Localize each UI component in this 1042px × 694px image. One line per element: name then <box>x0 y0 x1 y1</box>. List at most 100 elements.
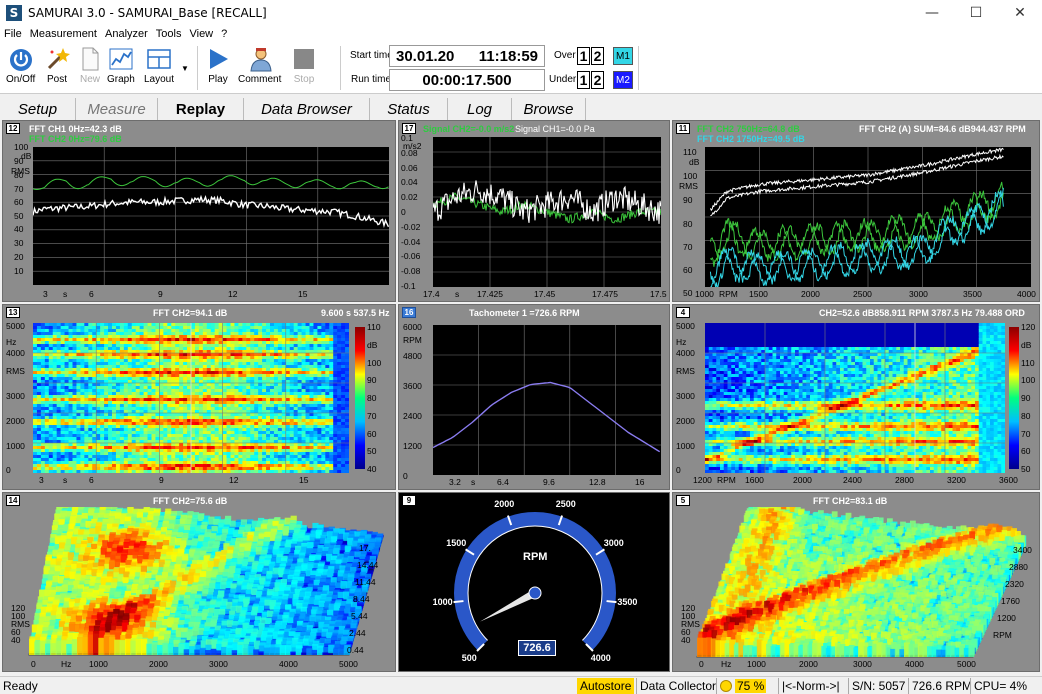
on-off-button[interactable]: On/Off <box>6 46 35 85</box>
under-label: Under <box>549 74 577 85</box>
x-tick: s <box>63 289 68 299</box>
panel-fft-spectrum[interactable]: 12 FFT CH1 0Hz=42.3 dB FFT CH2 0Hz=79.6 … <box>2 120 396 302</box>
panel-number: 4 <box>676 307 690 318</box>
tab-replay[interactable]: Replay <box>158 98 244 120</box>
play-button[interactable]: Play <box>205 46 231 85</box>
depth-tick: 0.44 <box>347 645 364 655</box>
layout-button[interactable]: Layout <box>144 46 174 85</box>
z-tick: 60 <box>11 627 21 637</box>
panel-rpm-gauge[interactable]: 9 500 1000 1500 2000 2500 3000 3500 4000 RPM 726.… <box>398 492 670 672</box>
spectrogram-rpm-plot[interactable] <box>705 323 1005 473</box>
colorbar <box>355 327 365 469</box>
data-collector-indicator[interactable]: Data Collector <box>636 678 719 694</box>
x-tick: 6.4 <box>497 477 509 487</box>
x-tick: 12.8 <box>589 477 606 487</box>
panel-spectrogram-rpm[interactable]: 4 CH2=52.6 dB858.911 RPM 3787.5 Hz 79.48… <box>672 304 1040 490</box>
series-line-fft-ch2-1750hz <box>710 191 1004 287</box>
comment-button[interactable]: Comment <box>238 46 281 85</box>
status-bar: Ready Autostore Data Collector 75 % |<-N… <box>0 676 1042 694</box>
menu-measurement[interactable]: Measurement <box>29 28 97 40</box>
panel-line1: FFT CH2 750Hz=64.8 dB <box>697 124 800 134</box>
new-label: New <box>79 74 100 85</box>
panel-spectrogram-time[interactable]: 13 FFT CH2=94.1 dB 9.600 s 537.5 Hz 5000… <box>2 304 396 490</box>
menu-help[interactable]: ? <box>221 28 228 40</box>
x-tick: RPM <box>719 289 738 299</box>
m2-marker-button[interactable]: M2 <box>613 71 633 89</box>
tachometer-plot-area[interactable] <box>433 325 661 475</box>
samurai-app-icon: S <box>6 5 22 21</box>
depth-tick: 5.44 <box>351 611 368 621</box>
panel-line2: Signal CH1=-0.0 Pa <box>515 124 595 134</box>
y-tick: 80 <box>683 219 693 229</box>
y-tick: 0.08 <box>401 147 418 158</box>
tab-setup[interactable]: Setup <box>0 98 76 120</box>
gauge-needle <box>480 589 537 622</box>
order-plot-area[interactable] <box>705 147 1031 287</box>
x-tick: 3200 <box>947 475 966 485</box>
x-tick: 6 <box>89 475 94 485</box>
y-tick: 2000 <box>676 416 695 426</box>
y-tick: 0 <box>403 471 408 481</box>
start-time-field: 30.01.20 11:18:59 <box>389 45 545 67</box>
close-button[interactable]: ✕ <box>1014 5 1026 21</box>
panel-number: 11 <box>676 123 690 134</box>
menu-tools[interactable]: Tools <box>155 28 182 40</box>
x-tick: 1000 <box>747 659 766 669</box>
y-tick: 90 <box>683 195 693 205</box>
x-tick: 2500 <box>853 289 872 299</box>
spectrogram-time-plot[interactable] <box>33 323 349 473</box>
under-ch2-indicator: 2 <box>591 71 604 89</box>
colorbar-tick: 50 <box>367 446 377 457</box>
colorbar-tick: 70 <box>1021 428 1031 439</box>
tab-log[interactable]: Log <box>448 98 512 120</box>
y-tick: 5000 <box>6 321 25 331</box>
norm-indicator[interactable]: |<-Norm->| <box>778 678 843 694</box>
z-tick: 40 <box>681 635 691 645</box>
run-time-label: Run time <box>351 74 392 85</box>
colorbar-tick: 80 <box>1021 410 1031 421</box>
x-tick: s <box>63 475 68 485</box>
panel-number: 9 <box>402 495 416 506</box>
x-tick: 2800 <box>895 475 914 485</box>
maximize-button[interactable]: ☐ <box>969 5 983 21</box>
menu-view[interactable]: View <box>189 28 214 40</box>
stop-button[interactable]: Stop <box>291 46 317 85</box>
menu-analyzer[interactable]: Analyzer <box>105 28 148 40</box>
waterfall-time-3d-plot[interactable]: 0 Hz 1000 2000 3000 4000 5000 120 100 RMS 60 40 17. 1… <box>3 500 395 671</box>
tab-measure[interactable]: Measure <box>76 98 158 120</box>
x-tick: 3000 <box>853 659 872 669</box>
panel-order-tracking[interactable]: 11 FFT CH2 750Hz=64.8 dB FFT CH2 1750Hz=… <box>672 120 1040 302</box>
panel-waterfall-time[interactable]: 14 FFT CH2=75.6 dB 0 Hz 1000 2000 3000 4000 50… <box>2 492 396 672</box>
panel-signal[interactable]: 17 Signal CH2=-0.0 m/s2 Signal CH1=-0.0 … <box>398 120 670 302</box>
depth-tick: 14.44 <box>357 560 379 570</box>
graph-button[interactable]: Graph <box>107 46 135 85</box>
x-tick: 16 <box>635 477 645 487</box>
tab-browse[interactable]: Browse <box>512 98 586 120</box>
waterfall-rpm-3d-plot[interactable]: 0 Hz 1000 2000 3000 4000 5000 120 100 RMS 60 40 3400… <box>673 498 1039 671</box>
y-tick: 90 <box>14 156 24 166</box>
disk-icon <box>720 680 732 692</box>
y-unit-rms: RMS <box>679 181 698 191</box>
signal-plot-area[interactable] <box>433 137 661 287</box>
series-line-fft-ch2-750hz <box>709 190 1004 262</box>
tab-status[interactable]: Status <box>370 98 448 120</box>
autostore-indicator[interactable]: Autostore <box>577 678 635 694</box>
new-button[interactable]: New <box>77 46 103 85</box>
x-tick: 5000 <box>957 659 976 669</box>
y-tick: 4000 <box>6 348 25 358</box>
layout-dropdown-arrow-icon[interactable]: ▼ <box>181 64 189 73</box>
panel-waterfall-rpm[interactable]: 5 FFT CH2=83.1 dB 0 Hz 1000 2000 3000 4000 500… <box>672 492 1040 672</box>
panel-title: FFT CH2=75.6 dB <box>153 496 228 506</box>
post-button[interactable]: Post <box>44 46 70 85</box>
minimize-button[interactable]: — <box>925 5 939 21</box>
y-tick: 40 <box>14 224 24 234</box>
m1-marker-button[interactable]: M1 <box>613 47 633 65</box>
layout-label: Layout <box>144 74 175 85</box>
z-tick: RMS <box>681 619 700 629</box>
panel-tachometer[interactable]: 16 Tachometer 1 =726.6 RPM 6000 RPM 4800 36… <box>398 304 670 490</box>
x-tick: 6 <box>89 289 94 299</box>
tab-data-browser[interactable]: Data Browser <box>244 98 370 120</box>
y-tick: -0.1 <box>401 281 416 291</box>
menu-file[interactable]: File <box>4 28 22 40</box>
fft-plot-area[interactable] <box>33 147 389 285</box>
